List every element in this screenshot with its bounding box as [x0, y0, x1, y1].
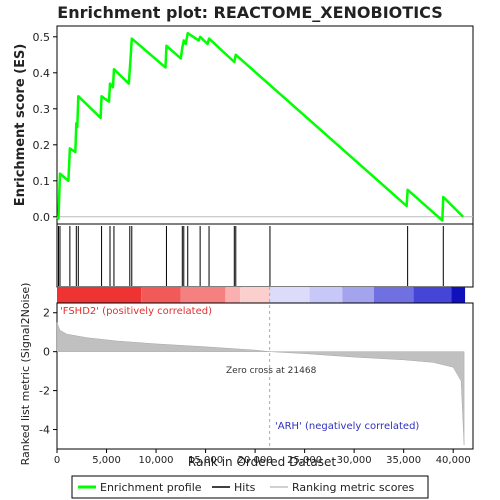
metric-ytick-label-0: -4: [39, 424, 50, 437]
heatmap-segment-4: [240, 287, 270, 303]
x-axis-label: Rank in Ordered Dataset: [188, 455, 336, 469]
positive-correlation-label: 'FSHD2' (positively correlated): [60, 306, 212, 317]
heatmap-segment-6: [309, 287, 343, 303]
ranking-heatmap: [57, 287, 466, 303]
legend-label-metric: Ranking metric scores: [292, 481, 414, 494]
x-tick-label-4: 20,000: [238, 455, 273, 466]
metric-ytick-label-2: 0: [43, 346, 50, 359]
x-tick-label-1: 5,000: [92, 455, 121, 466]
x-tick-label-8: 40,000: [436, 455, 471, 466]
x-tick-label-5: 25,000: [287, 455, 322, 466]
heatmap-segment-0: [57, 287, 142, 303]
legend-box: [71, 475, 429, 499]
hits-panel: [56, 223, 474, 288]
x-tick-label-7: 35,000: [386, 455, 421, 466]
x-tick-label-6: 30,000: [337, 455, 372, 466]
ranking-metric-area: [56, 322, 465, 446]
metric-panel: [56, 302, 474, 450]
x-tick-label-0: 0: [54, 455, 60, 466]
legend-label-enrichment: Enrichment profile: [100, 481, 202, 494]
heatmap-segment-1: [141, 287, 181, 303]
es-panel: [56, 25, 474, 225]
es-ytick-label-1: 0.1: [33, 175, 51, 188]
x-tick-label-3: 15,000: [188, 455, 223, 466]
heatmap-segment-9: [413, 287, 452, 303]
heatmap-segment-8: [373, 287, 414, 303]
heatmap-segment-3: [225, 287, 241, 303]
es-ylabel: Enrichment score (ES): [13, 44, 28, 207]
es-ytick-label-4: 0.4: [33, 67, 51, 80]
heatmap-segment-5: [269, 287, 310, 303]
heatmap-segment-2: [180, 287, 226, 303]
es-ytick-label-5: 0.5: [33, 31, 51, 44]
es-ytick-label-3: 0.3: [33, 103, 51, 116]
zero-cross-label: Zero cross at 21468: [226, 366, 317, 376]
metric-ylabel: Ranked list metric (Signal2Noise): [19, 283, 32, 466]
heatmap-segment-7: [342, 287, 374, 303]
heatmap-segment-10: [451, 287, 466, 303]
chart-title: Enrichment plot: REACTOME_XENOBIOTICS: [57, 3, 442, 22]
negative-correlation-label: 'ARH' (negatively correlated): [275, 421, 419, 432]
es-ytick-label-0: 0.0: [33, 211, 51, 224]
metric-ytick-label-3: 2: [43, 307, 50, 320]
es-ytick-label-2: 0.2: [33, 139, 51, 152]
metric-ytick-label-1: -2: [39, 385, 50, 398]
enrichment-profile-line: [56, 31, 464, 222]
x-tick-label-2: 10,000: [139, 455, 174, 466]
legend-label-hits: Hits: [234, 481, 256, 494]
